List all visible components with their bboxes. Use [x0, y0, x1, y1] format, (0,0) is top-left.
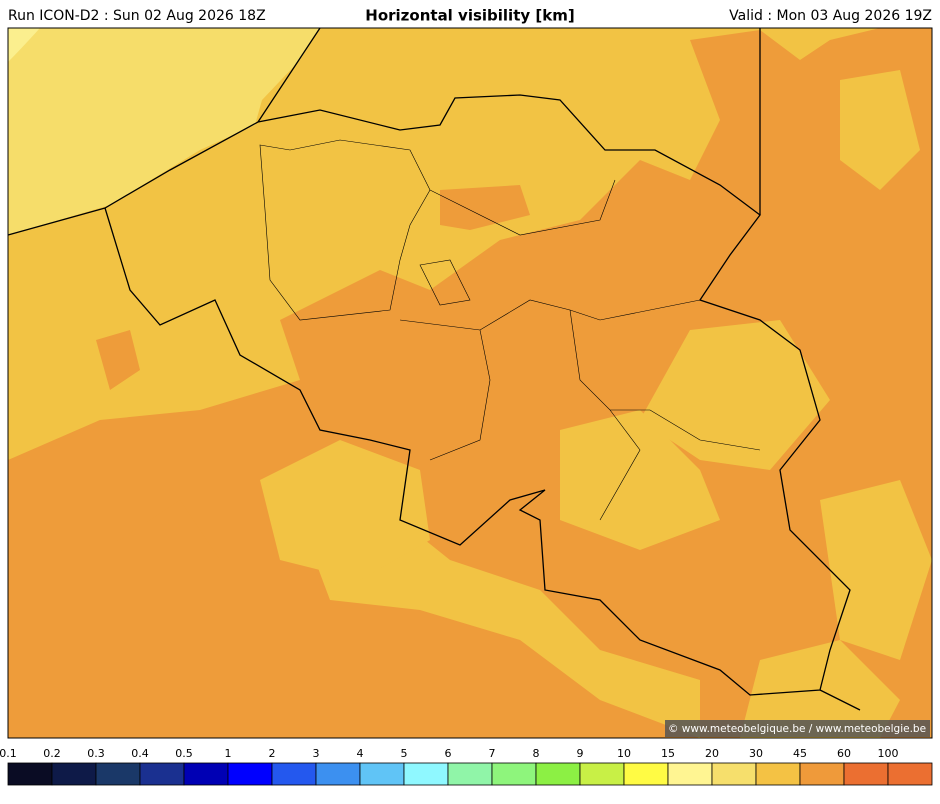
color-swatch	[711, 762, 757, 786]
color-swatch	[139, 762, 185, 786]
color-swatch	[359, 762, 405, 786]
colorbar-label: 1	[225, 747, 232, 760]
color-swatch	[403, 762, 449, 786]
color-swatch	[843, 762, 889, 786]
province-line	[259, 139, 761, 521]
color-swatch	[491, 762, 537, 786]
colorbar-label: 0.3	[87, 747, 105, 760]
run-label: Run ICON-D2 : Sun 02 Aug 2026 18Z	[8, 8, 266, 24]
colorbar-label: 3	[313, 747, 320, 760]
colorbar-label: 15	[661, 747, 675, 760]
visibility-zone	[8, 28, 932, 738]
colorbar-label: 0.4	[131, 747, 149, 760]
coastal-zone	[8, 28, 320, 235]
colorbar-label: 6	[445, 747, 452, 760]
color-swatch	[579, 762, 625, 786]
border-line	[7, 27, 861, 711]
colorbar: 0.1 0.2 0.3 0.4 0.5 1 2 3 4 5 6 7 8 9 10 15 20 30 45 60 100	[0, 747, 933, 786]
colorbar-label: 5	[401, 747, 408, 760]
colorbar-label: 9	[577, 747, 584, 760]
color-swatch	[315, 762, 361, 786]
colorbar-label: 2	[269, 747, 276, 760]
color-swatch	[623, 762, 669, 786]
map-frame	[7, 27, 933, 739]
coastal-zone	[8, 28, 40, 62]
colorbar-label: 45	[793, 747, 807, 760]
color-swatch	[447, 762, 493, 786]
color-swatch	[667, 762, 713, 786]
visibility-zone	[260, 70, 932, 738]
colorbar-label: 7	[489, 747, 496, 760]
colorbar-label: 4	[357, 747, 364, 760]
map-title: Horizontal visibility [km]	[365, 7, 574, 25]
color-swatch	[7, 762, 53, 786]
color-swatch	[535, 762, 581, 786]
colorbar-label: 20	[705, 747, 719, 760]
color-swatch	[227, 762, 273, 786]
credit-box	[665, 720, 930, 737]
colorbar-label: 0.5	[175, 747, 193, 760]
colorbar-label: 30	[749, 747, 763, 760]
map: © www.meteobelgique.be / www.meteobelgie…	[7, 27, 933, 739]
color-swatch	[755, 762, 801, 786]
colorbar-label: 0.2	[43, 747, 61, 760]
color-swatch	[95, 762, 141, 786]
colorbar-label: 8	[533, 747, 540, 760]
colorbar-label: 100	[878, 747, 899, 760]
colorbar-label: 60	[837, 747, 851, 760]
color-swatch	[887, 762, 933, 786]
colorbar-label: 10	[617, 747, 631, 760]
color-swatch	[51, 762, 97, 786]
color-swatch	[799, 762, 845, 786]
color-swatch	[271, 762, 317, 786]
colorbar-label: 0.1	[0, 747, 17, 760]
color-swatch	[183, 762, 229, 786]
credit-text: © www.meteobelgique.be / www.meteobelgie…	[668, 723, 926, 735]
valid-label: Valid : Mon 03 Aug 2026 19Z	[729, 8, 932, 24]
